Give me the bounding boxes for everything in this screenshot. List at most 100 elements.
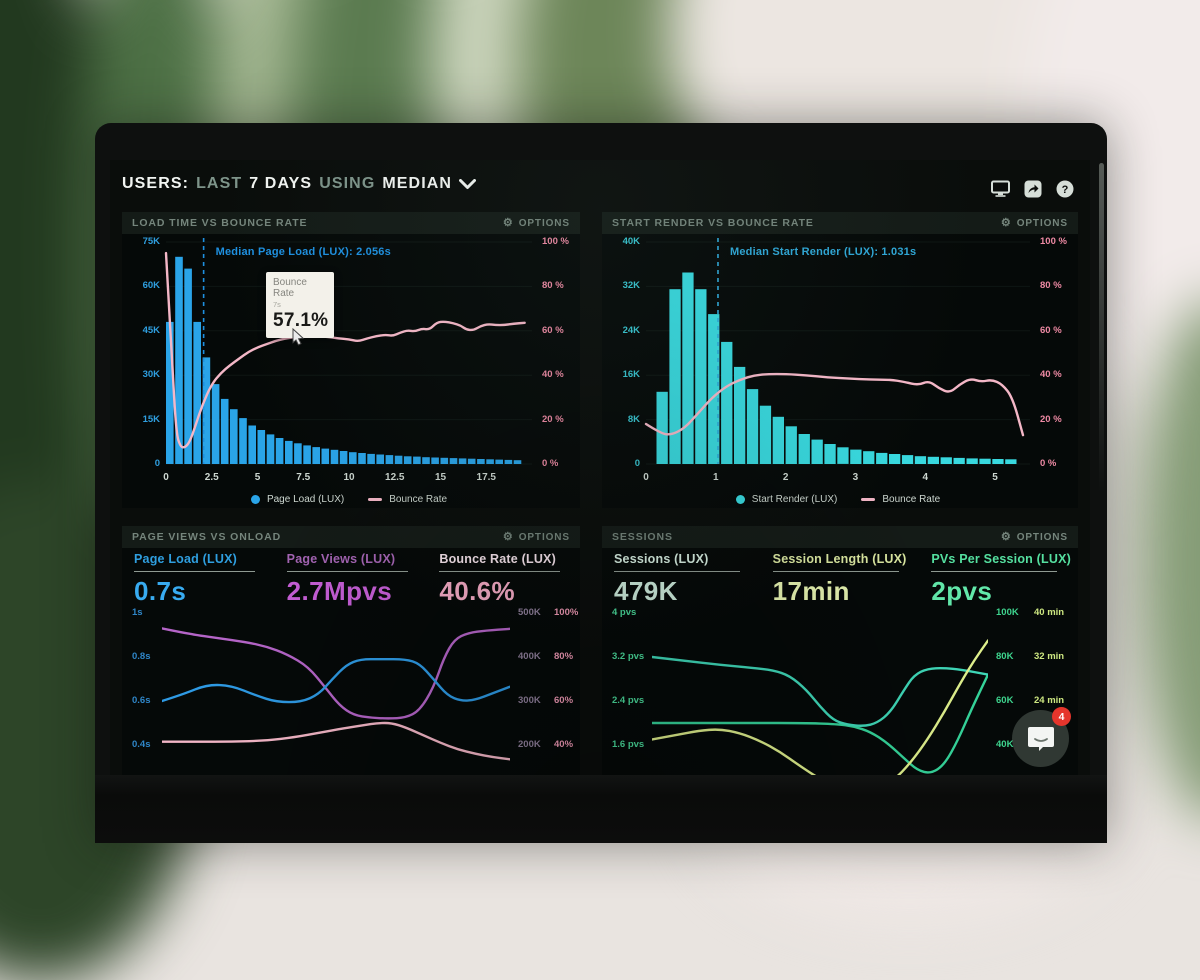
chevron-down-icon[interactable] [459, 179, 476, 190]
legend-label: Page Load (LUX) [267, 494, 344, 505]
metric-label: Page Views (LUX) [287, 552, 428, 566]
y-axis-label-right: 100% [554, 607, 578, 618]
line-series [162, 659, 510, 702]
y-axis-label: 16K [604, 369, 640, 380]
help-icon[interactable]: ? [1055, 179, 1074, 198]
y-axis-label: 45K [124, 325, 160, 336]
y-axis-label-right: 80K [996, 651, 1034, 662]
x-axis-tick: 7.5 [281, 472, 325, 483]
y-axis-label-right: 20 % [542, 414, 564, 425]
y-axis-label-right: 400K [518, 651, 554, 662]
y-axis-label: 0.8s [132, 651, 151, 662]
panel-header: LOAD TIME VS BOUNCE RATE ⚙ OPTIONS [122, 212, 580, 234]
panel-title: START RENDER VS BOUNCE RATE [612, 217, 814, 229]
y-axis-label-right: 300K [518, 695, 554, 706]
legend-item[interactable]: Start Render (LUX) [736, 494, 838, 505]
metric: PVs Per Session (LUX)2pvs [919, 552, 1078, 604]
chart-canvas[interactable] [166, 242, 532, 468]
chart-legend: Start Render (LUX) Bounce Rate [646, 494, 1030, 505]
y-axis-label-right: 0 % [542, 458, 558, 469]
y-axis-label: 4 pvs [612, 607, 636, 618]
gear-icon: ⚙ [1001, 532, 1012, 543]
x-axis-tick: 0 [144, 472, 188, 483]
y-axis-label-right: 200K [518, 739, 554, 750]
y-axis-label: 75K [124, 236, 160, 247]
gear-icon: ⚙ [503, 532, 514, 543]
metric: Sessions (LUX)479K [602, 552, 761, 604]
metric-value: 2.7Mpvs [287, 576, 428, 607]
panel-title: LOAD TIME VS BOUNCE RATE [132, 217, 307, 229]
y-axis-label-right: 60% [554, 695, 573, 706]
legend-label: Bounce Rate [389, 494, 447, 505]
metric-value: 40.6% [439, 576, 580, 607]
display-icon[interactable] [991, 179, 1010, 198]
chart-canvas[interactable] [162, 604, 510, 775]
metric: Page Views (LUX) 2.7Mpvs [275, 552, 428, 604]
y-axis-label-right: 80% [554, 651, 573, 662]
panel-start-render-vs-bounce-rate: START RENDER VS BOUNCE RATE ⚙ OPTIONS 40… [602, 212, 1078, 508]
options-button[interactable]: ⚙ OPTIONS [503, 218, 570, 229]
share-icon[interactable] [1023, 179, 1042, 198]
metric-underline [931, 571, 1057, 572]
median-annotation: Median Page Load (LUX): 2.056s [216, 246, 391, 258]
y-axis-label: 60K [124, 280, 160, 291]
panel-header: PAGE VIEWS VS ONLOAD ⚙ OPTIONS [122, 526, 580, 548]
legend-item[interactable]: Page Load (LUX) [251, 494, 344, 505]
x-axis-tick: 10 [327, 472, 371, 483]
x-axis-tick: 5 [973, 472, 1017, 483]
metric-underline [614, 571, 740, 572]
legend-marker [251, 495, 260, 504]
legend-marker [861, 498, 875, 501]
line-series [162, 628, 510, 718]
intercom-chat-button[interactable]: 4 [1012, 710, 1069, 767]
title-segment: 7 DAYS [249, 175, 312, 193]
metric-underline [287, 571, 408, 572]
y-axis-label: 1.6 pvs [612, 739, 644, 750]
metric-underline [773, 571, 899, 572]
x-axis-tick: 3 [833, 472, 877, 483]
tooltip-title: Bounce Rate [273, 277, 327, 299]
y-axis-label-right: 100 % [542, 236, 569, 247]
legend-item[interactable]: Bounce Rate [368, 494, 447, 505]
title-segment: MEDIAN [382, 175, 452, 193]
metrics-row: Page Load (LUX)0.7s Page Views (LUX) 2.7Mp… [122, 552, 580, 604]
y-axis-label-right: 60 % [1040, 325, 1062, 336]
chart-canvas[interactable] [652, 604, 988, 775]
title-segment: USING [319, 175, 375, 193]
y-axis-label-right: 0 % [1040, 458, 1056, 469]
y-axis-label-right: 32 min [1034, 651, 1064, 662]
legend-item[interactable]: Bounce Rate [861, 494, 940, 505]
chart-canvas[interactable] [646, 242, 1030, 468]
y-axis-label-right: 60K [996, 695, 1034, 706]
metric-value: 0.7s [134, 576, 275, 607]
y-axis-label: 24K [604, 325, 640, 336]
metric-underline [439, 571, 560, 572]
panel-header: START RENDER VS BOUNCE RATE ⚙ OPTIONS [602, 212, 1078, 234]
options-button[interactable]: ⚙ OPTIONS [1001, 532, 1068, 543]
x-axis-tick: 0 [624, 472, 668, 483]
y-axis-label-right: 500K [518, 607, 554, 618]
metric-value: 17min [773, 576, 920, 607]
options-button[interactable]: ⚙ OPTIONS [1001, 218, 1068, 229]
y-axis-label-right: 20 % [1040, 414, 1062, 425]
y-axis-label-right: 80 % [1040, 280, 1062, 291]
y-axis-label-right: 24 min [1034, 695, 1064, 706]
options-button[interactable]: ⚙ OPTIONS [503, 532, 570, 543]
metric: Page Load (LUX)0.7s [122, 552, 275, 604]
metric-value: 2pvs [931, 576, 1078, 607]
line-series [652, 657, 988, 726]
bar-series [166, 257, 521, 464]
